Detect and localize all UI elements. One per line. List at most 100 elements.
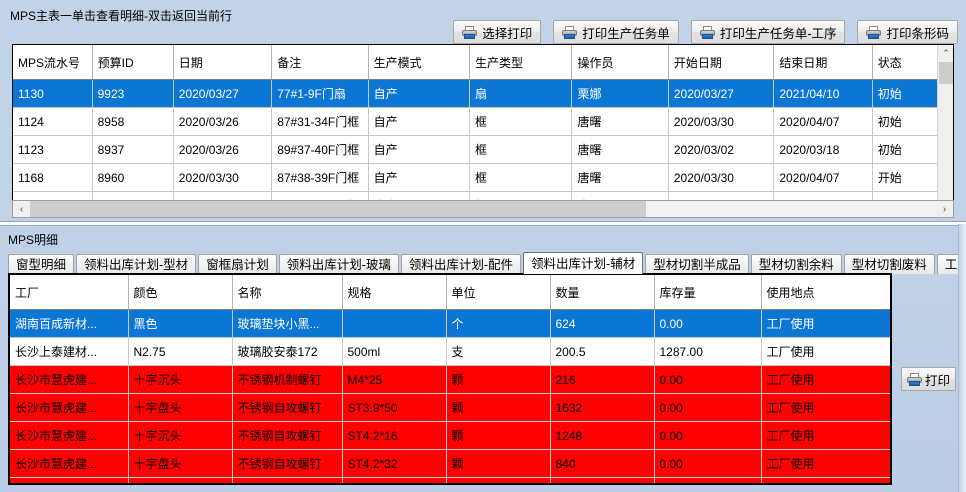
cell-7[interactable]: 2020/03/02	[668, 135, 775, 164]
cell-1[interactable]: 8960	[92, 163, 174, 192]
cell-5[interactable]: 框	[469, 163, 573, 192]
cell-2[interactable]: 付档CB1771	[232, 477, 343, 483]
vertical-scroll-thumb[interactable]	[939, 62, 953, 84]
cell-3[interactable]: ST4.2*32	[342, 449, 447, 478]
scroll-right-arrow-icon[interactable]: ›	[936, 201, 953, 217]
cell-5[interactable]: 1248	[550, 477, 655, 483]
scroll-left-arrow-icon[interactable]: ‹	[13, 201, 30, 217]
cell-7[interactable]: 工厂使用	[761, 309, 890, 338]
column-header-1[interactable]: 预算ID	[92, 45, 174, 80]
cell-2[interactable]: 2020/03/26	[173, 135, 273, 164]
cell-0[interactable]: 长沙市慧虎建...	[10, 449, 129, 478]
cell-7[interactable]: 工厂使用	[761, 393, 890, 422]
cell-4[interactable]: 颗	[446, 393, 551, 422]
horizontal-scroll-track[interactable]	[30, 201, 936, 217]
cell-6[interactable]: 0.00	[654, 365, 762, 394]
table-row[interactable]: 长沙市慧虎建... 十字盘头 不锈钢自攻螺钉 ST4.2*32 颗 840 0.00 工厂使用	[10, 449, 890, 478]
cell-7[interactable]: 工厂使用	[761, 421, 890, 450]
column-header-6[interactable]: 操作员	[571, 45, 669, 80]
print-button[interactable]: 打印	[901, 367, 957, 391]
cell-6[interactable]: 唐曙	[571, 107, 669, 136]
cell-8[interactable]: 2020/03/18	[773, 135, 873, 164]
cell-5[interactable]: 840	[550, 449, 655, 478]
cell-5[interactable]: 624	[550, 309, 655, 338]
table-row[interactable]: 1130 9923 2020/03/27 77#1-9F门扇 自产扇栗娜 2020/03/…	[13, 79, 953, 108]
cell-1[interactable]: 十字盘头	[128, 393, 233, 422]
cell-3[interactable]	[342, 309, 447, 338]
cell-0[interactable]: 长沙市慧虎建...	[10, 393, 129, 422]
cell-1[interactable]: 8937	[92, 135, 174, 164]
table-row[interactable]: 长沙市慧虎建... 十字沉头 不锈钢机制螺钉 M4*25 颗 216 0.00 工厂使用	[10, 365, 890, 394]
table-row[interactable]: 长沙市慧虎建... 十字盘头 不锈钢自攻螺钉 ST3.9*50 颗 1632 0.00 工厂使…	[10, 393, 890, 422]
cell-8[interactable]: 2021/04/10	[773, 79, 873, 108]
column-header-8[interactable]: 结束日期	[773, 45, 873, 80]
cell-5[interactable]: 1248	[550, 421, 655, 450]
print-production-order-button[interactable]: 打印生产任务单	[553, 20, 679, 44]
cell-7[interactable]: 工厂使用	[761, 449, 890, 478]
column-header-1[interactable]: 颜色	[128, 275, 233, 310]
cell-1[interactable]: 8958	[92, 107, 174, 136]
table-row[interactable]: 湖南百成新材... 黑色 玻璃垫块小黑... 个 624 0.00 工厂使用	[10, 309, 890, 338]
scroll-up-arrow-icon[interactable]: ⌃	[938, 45, 953, 61]
column-header-6[interactable]: 库存量	[654, 275, 762, 310]
column-header-2[interactable]: 名称	[232, 275, 343, 310]
cell-0[interactable]: 湖南百成新材...	[10, 477, 129, 483]
cell-8[interactable]: 2020/04/07	[773, 107, 873, 136]
table-row[interactable]: 长沙市慧虎建... 十字沉头 不锈钢自攻螺钉 ST4.2*16 颗 1248 0.00 工厂使…	[10, 421, 890, 450]
cell-1[interactable]: 黑色	[128, 309, 233, 338]
cell-5[interactable]: 1632	[550, 393, 655, 422]
cell-0[interactable]: 1168	[13, 163, 93, 192]
cell-2[interactable]: 2020/03/26	[173, 107, 273, 136]
horizontal-scroll-thumb[interactable]	[30, 201, 647, 217]
column-header-5[interactable]: 生产类型	[469, 45, 573, 80]
cell-6[interactable]: 0.00	[654, 421, 762, 450]
tab-6[interactable]: 型材切割半成品	[645, 254, 749, 274]
cell-3[interactable]: 87#31-34F门框	[271, 107, 369, 136]
cell-1[interactable]: 9923	[92, 79, 174, 108]
select-print-button[interactable]: 选择打印	[453, 20, 542, 44]
cell-7[interactable]: 2020/03/27	[668, 79, 775, 108]
column-header-3[interactable]: 备注	[271, 45, 369, 80]
table-row[interactable]: 1124 8958 2020/03/26 87#31-34F门框 自产框唐曙 2020/0…	[13, 107, 953, 136]
cell-8[interactable]: 2020/04/07	[773, 163, 873, 192]
cell-1[interactable]: 十字盘头	[128, 449, 233, 478]
cell-4[interactable]: 自产	[368, 79, 471, 108]
cell-4[interactable]: 自产	[368, 135, 471, 164]
column-header-2[interactable]: 日期	[173, 45, 273, 80]
cell-6[interactable]: 0.00	[654, 477, 762, 483]
cell-0[interactable]: 长沙市慧虎建...	[10, 421, 129, 450]
vertical-scrollbar[interactable]: ⌃ ⌄	[937, 45, 953, 217]
cell-1[interactable]: 原色	[128, 477, 233, 483]
column-header-7[interactable]: 开始日期	[668, 45, 775, 80]
cell-6[interactable]: 唐曙	[571, 135, 669, 164]
cell-4[interactable]: 颗	[446, 449, 551, 478]
cell-1[interactable]: 十字沉头	[128, 421, 233, 450]
cell-3[interactable]: 89#37-40F门框	[271, 135, 369, 164]
column-header-4[interactable]: 生产模式	[368, 45, 471, 80]
cell-4[interactable]: 自产	[368, 163, 471, 192]
cell-7[interactable]: 2020/03/30	[668, 107, 775, 136]
horizontal-scrollbar[interactable]: ‹ ›	[12, 200, 954, 218]
cell-4[interactable]: 支	[446, 337, 551, 366]
cell-3[interactable]	[342, 477, 447, 483]
tab-3[interactable]: 领料出库计划-玻璃	[278, 254, 399, 274]
tab-2[interactable]: 窗框扇计划	[198, 254, 277, 274]
print-barcode-button[interactable]: 打印条形码	[857, 20, 958, 44]
cell-7[interactable]: 工厂使用	[761, 337, 890, 366]
cell-0[interactable]: 1123	[13, 135, 93, 164]
cell-4[interactable]: 颗	[446, 421, 551, 450]
cell-7[interactable]: 工厂使用	[761, 477, 890, 483]
cell-5[interactable]: 216	[550, 365, 655, 394]
cell-6[interactable]: 唐曙	[571, 163, 669, 192]
cell-5[interactable]: 200.5	[550, 337, 655, 366]
cell-4[interactable]: 个	[446, 477, 551, 483]
column-header-4[interactable]: 单位	[446, 275, 551, 310]
table-row[interactable]: 1123 8937 2020/03/26 89#37-40F门框 自产框唐曙 2020/0…	[13, 135, 953, 164]
cell-3[interactable]: 87#38-39F门框	[271, 163, 369, 192]
print-production-order-process-button[interactable]: 打印生产任务单-工序	[690, 20, 846, 44]
cell-5[interactable]: 框	[469, 135, 573, 164]
cell-4[interactable]: 颗	[446, 365, 551, 394]
tab-8[interactable]: 型材切割废料	[843, 254, 935, 274]
cell-2[interactable]: 不锈钢自攻螺钉	[232, 449, 343, 478]
